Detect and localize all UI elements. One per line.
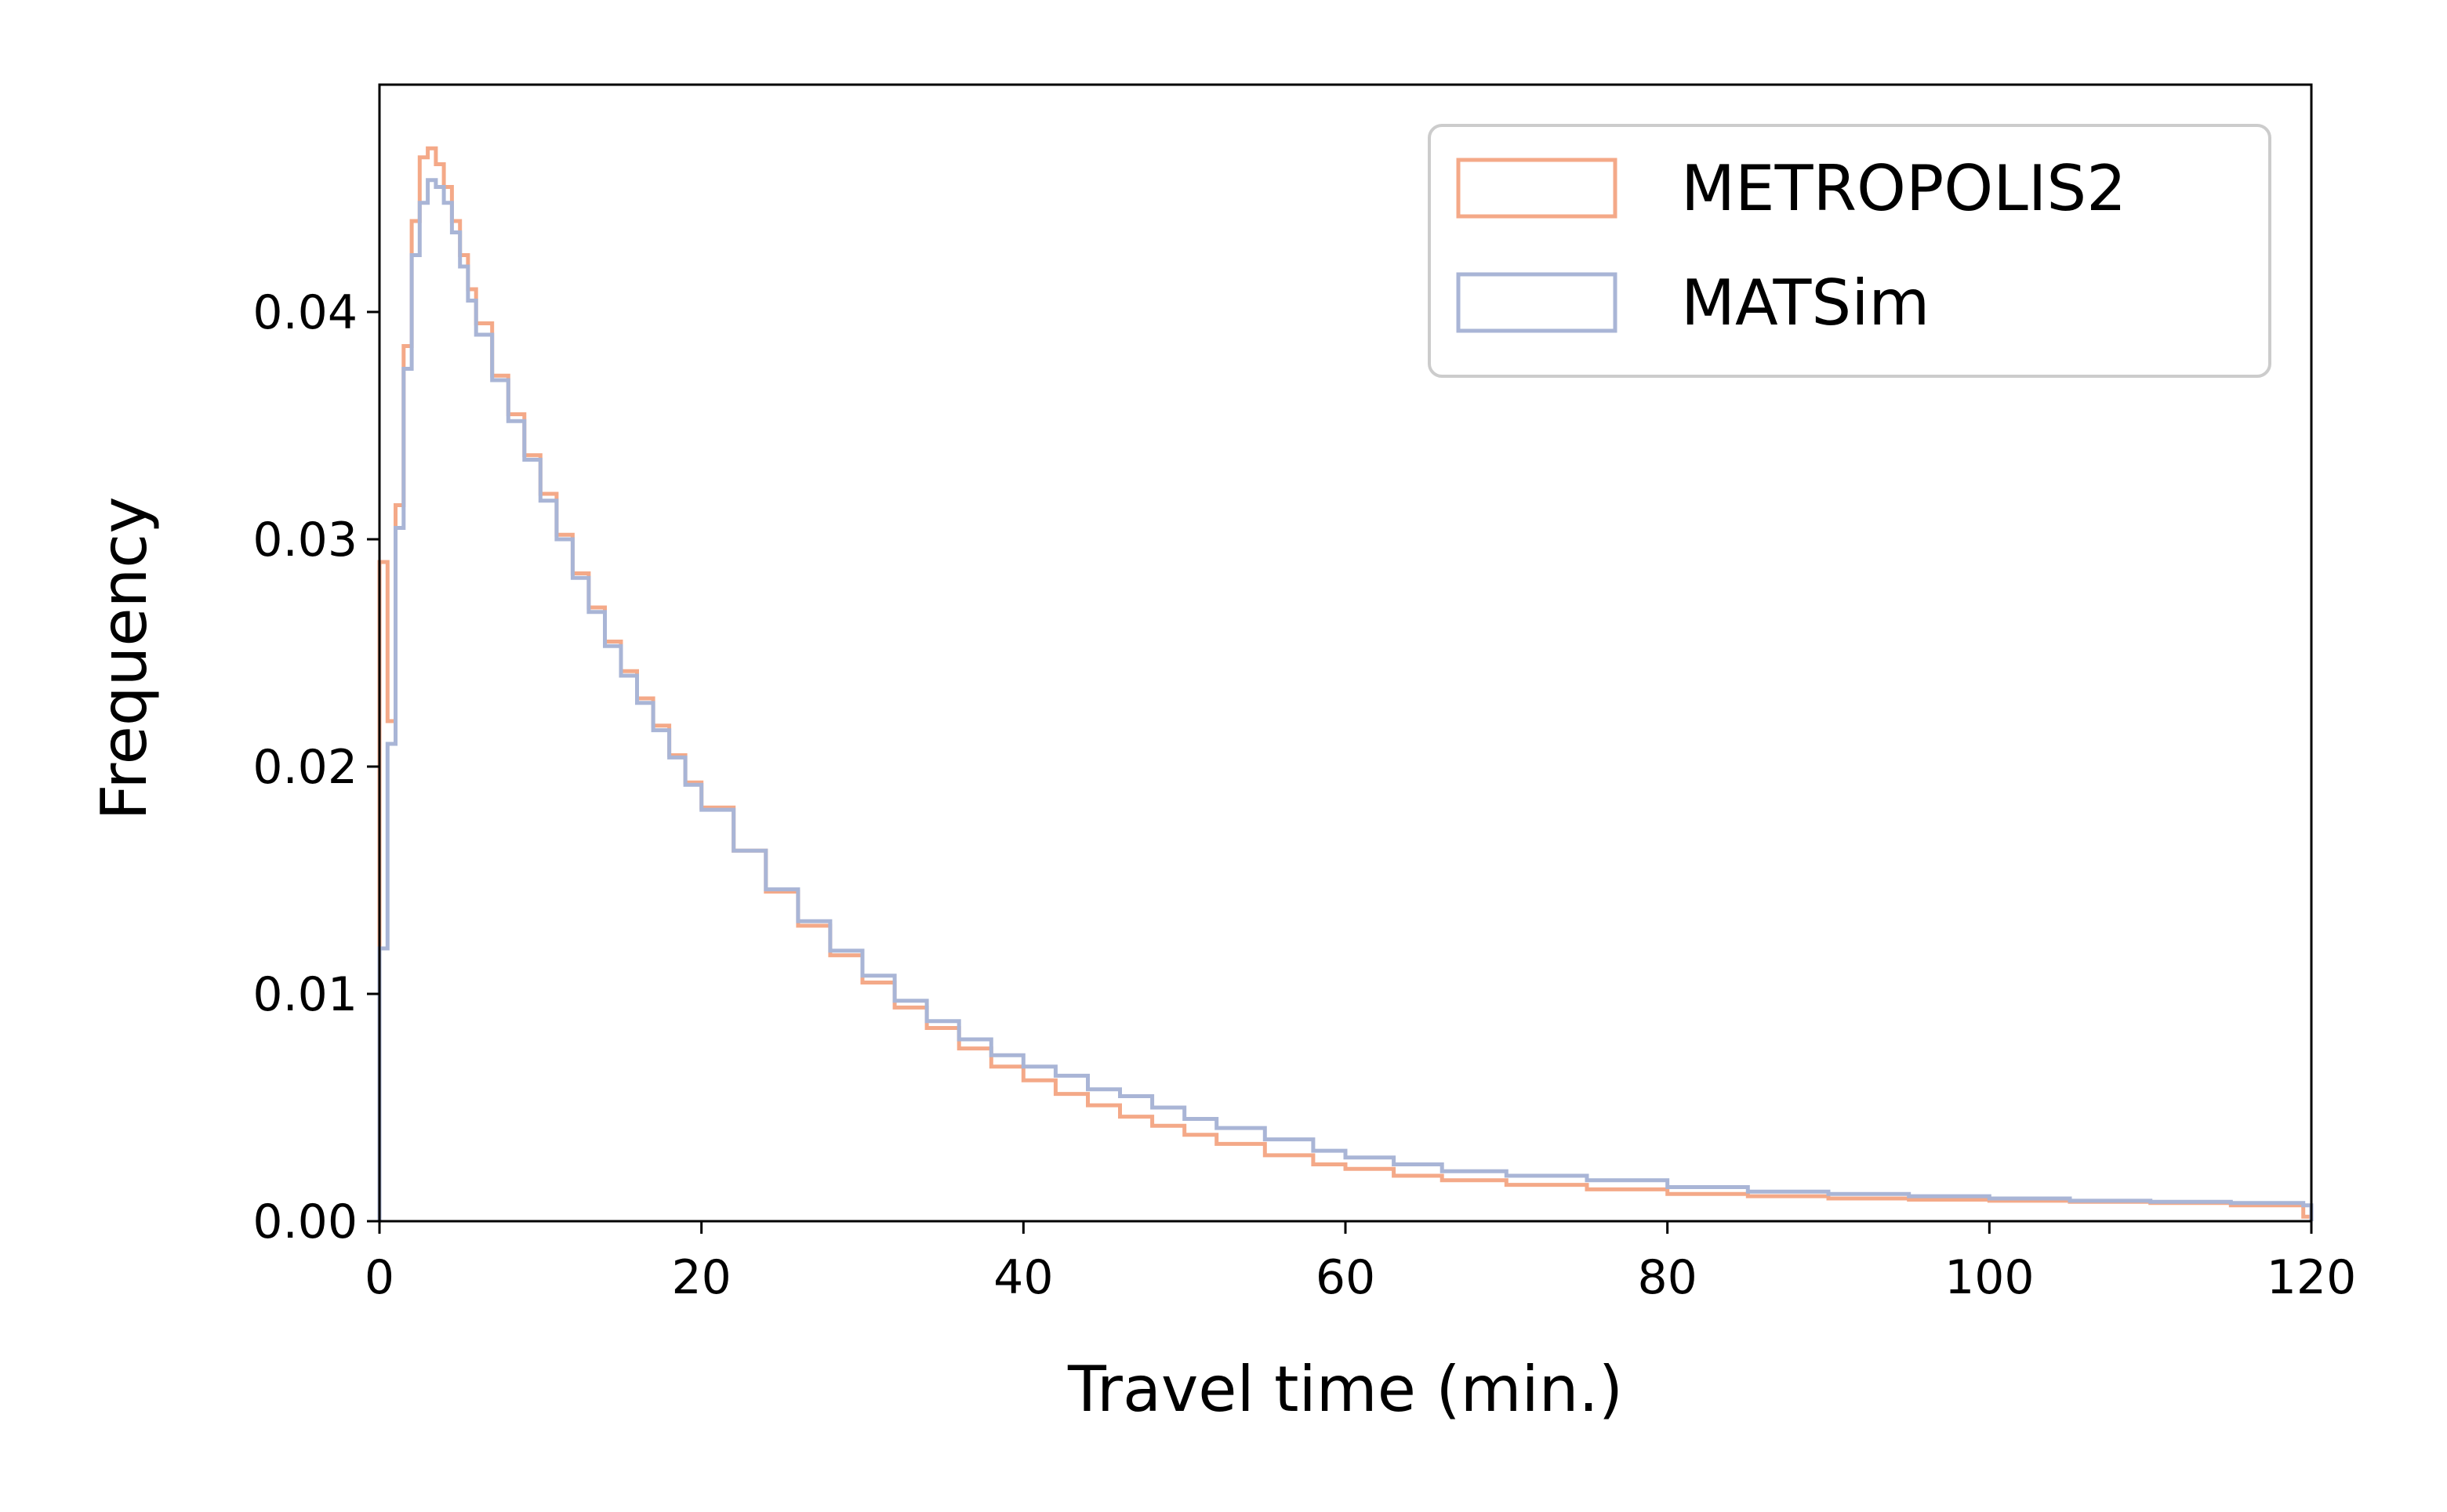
x-tick-label: 80 <box>1637 1250 1697 1305</box>
series-layer <box>377 146 2314 1221</box>
y-tick-label: 0.02 <box>252 740 358 795</box>
legend-swatch-matsim <box>1456 272 1617 333</box>
x-tick-label: 40 <box>993 1250 1053 1305</box>
legend-label-metropolis2: METROPOLIS2 <box>1681 152 2126 225</box>
y-axis-label: Frequency <box>88 496 161 820</box>
y-tick-label: 0.03 <box>252 513 358 567</box>
y-tick-label: 0.00 <box>252 1195 358 1249</box>
legend-swatch-metropolis2 <box>1456 158 1617 219</box>
series-line-metropolis2 <box>377 146 2314 1221</box>
x-tick-label: 20 <box>671 1250 731 1305</box>
series-line-matsim <box>377 178 2314 1221</box>
y-tick-label: 0.04 <box>252 285 358 340</box>
legend: METROPOLIS2 MATSim <box>1428 124 2271 378</box>
x-tick-label: 100 <box>1944 1250 2035 1305</box>
legend-label-matsim: MATSim <box>1681 267 1930 339</box>
x-tick-label: 60 <box>1316 1250 1375 1305</box>
x-tick-label: 0 <box>365 1250 394 1305</box>
x-axis-label: Travel time (min.) <box>1067 1353 1623 1426</box>
y-axis-ticks: 0.00 0.01 0.02 0.03 0.04 <box>252 285 379 1249</box>
legend-box <box>1428 124 2271 378</box>
y-tick-label: 0.01 <box>252 967 358 1022</box>
legend-entries: METROPOLIS2 MATSim <box>1456 152 2126 339</box>
x-axis-ticks: 0 20 40 60 80 100 120 <box>365 1221 2356 1305</box>
x-tick-label: 120 <box>2267 1250 2357 1305</box>
